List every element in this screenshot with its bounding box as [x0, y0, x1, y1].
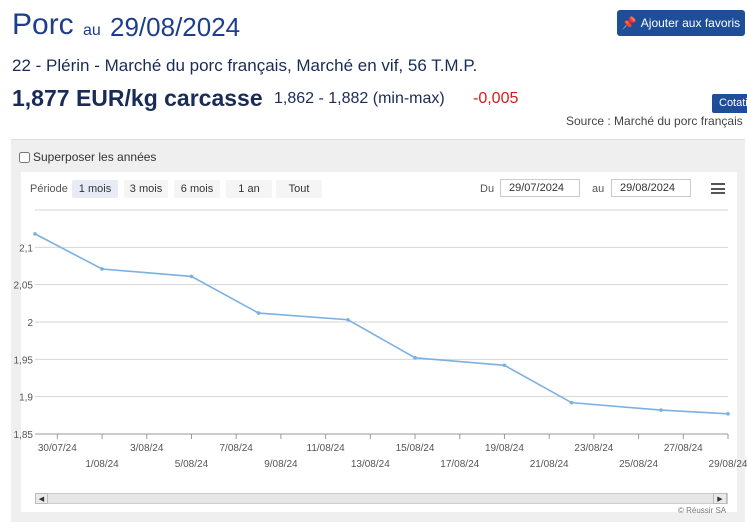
data-point [100, 267, 104, 271]
x-tick-label: 29/08/24 [709, 459, 747, 470]
quote-date: 29/08/2024 [110, 12, 241, 42]
add-favorite-button[interactable]: 📌 Ajouter aux favoris [617, 10, 745, 36]
data-point [413, 356, 417, 360]
y-tick-label: 1,9 [19, 393, 33, 404]
data-point [33, 232, 37, 236]
x-tick-label: 30/07/24 [38, 443, 77, 454]
x-tick-label: 5/08/24 [175, 459, 209, 470]
x-tick-label: 27/08/24 [664, 443, 703, 454]
y-tick-label: 1,95 [14, 355, 34, 366]
period-all-button[interactable]: Tout [276, 180, 322, 198]
price-range: 1,862 - 1,882 (min-max) [274, 90, 445, 107]
x-tick-label: 19/08/24 [485, 443, 524, 454]
y-tick-label: 2,05 [14, 281, 34, 292]
x-tick-label: 25/08/24 [619, 459, 658, 470]
date-from-input[interactable] [500, 179, 580, 197]
data-point [726, 412, 730, 416]
overlay-years-label: Superposer les années [33, 150, 157, 164]
chart-menu-icon[interactable] [711, 183, 725, 194]
chart-scrollbar[interactable] [35, 493, 728, 504]
price-series-line [34, 233, 729, 415]
date-to-label: au [592, 183, 605, 195]
period-label: Période [30, 183, 68, 195]
x-tick-label: 17/08/24 [440, 459, 479, 470]
y-tick-label: 1,85 [14, 430, 34, 441]
cotation-button[interactable]: Cotati [712, 94, 747, 113]
x-tick-label: 9/08/24 [264, 459, 298, 470]
y-tick-label: 2,1 [19, 243, 33, 254]
x-tick-label: 13/08/24 [351, 459, 390, 470]
chart-credits: © Réussir SA [678, 506, 727, 515]
market-subtitle: 22 - Plérin - Marché du porc français, M… [12, 56, 478, 75]
x-tick-label: 23/08/24 [574, 443, 613, 454]
x-tick-label: 1/08/24 [85, 459, 119, 470]
pin-icon: 📌 [621, 16, 637, 30]
period-6-months-button[interactable]: 6 mois [174, 180, 220, 198]
product-title: Porc [12, 8, 74, 41]
price-change: -0,005 [473, 90, 519, 107]
data-point [256, 311, 261, 315]
period-3-months-button[interactable]: 3 mois [124, 180, 168, 198]
source-text: Source : Marché du porc français [566, 114, 743, 128]
data-point [189, 274, 194, 279]
overlay-years-option[interactable]: Superposer les années [19, 150, 156, 164]
add-favorite-label: Ajouter aux favoris [640, 16, 741, 30]
price-main: 1,877 EUR/kg carcasse [12, 85, 263, 111]
data-point [659, 408, 663, 412]
data-point [346, 317, 350, 322]
x-tick-label: 21/08/24 [530, 459, 569, 470]
period-1-month-button[interactable]: 1 mois [72, 180, 118, 198]
date-to-input[interactable] [611, 179, 691, 197]
date-prefix: au [83, 22, 101, 39]
date-from-label: Du [480, 183, 495, 195]
period-1-year-button[interactable]: 1 an [226, 180, 272, 198]
overlay-years-checkbox[interactable] [19, 151, 30, 163]
y-tick-label: 2 [27, 318, 33, 329]
data-point [502, 363, 507, 368]
x-tick-label: 11/08/24 [307, 443, 346, 454]
x-tick-label: 15/08/24 [396, 443, 435, 454]
chart-area [21, 172, 737, 512]
x-tick-label: 7/08/24 [220, 443, 254, 454]
scroll-left-arrow-icon[interactable]: ◀ [35, 493, 48, 504]
scroll-right-arrow-icon[interactable]: ▶ [713, 493, 727, 504]
data-point [569, 400, 574, 405]
x-tick-label: 3/08/24 [130, 443, 164, 454]
